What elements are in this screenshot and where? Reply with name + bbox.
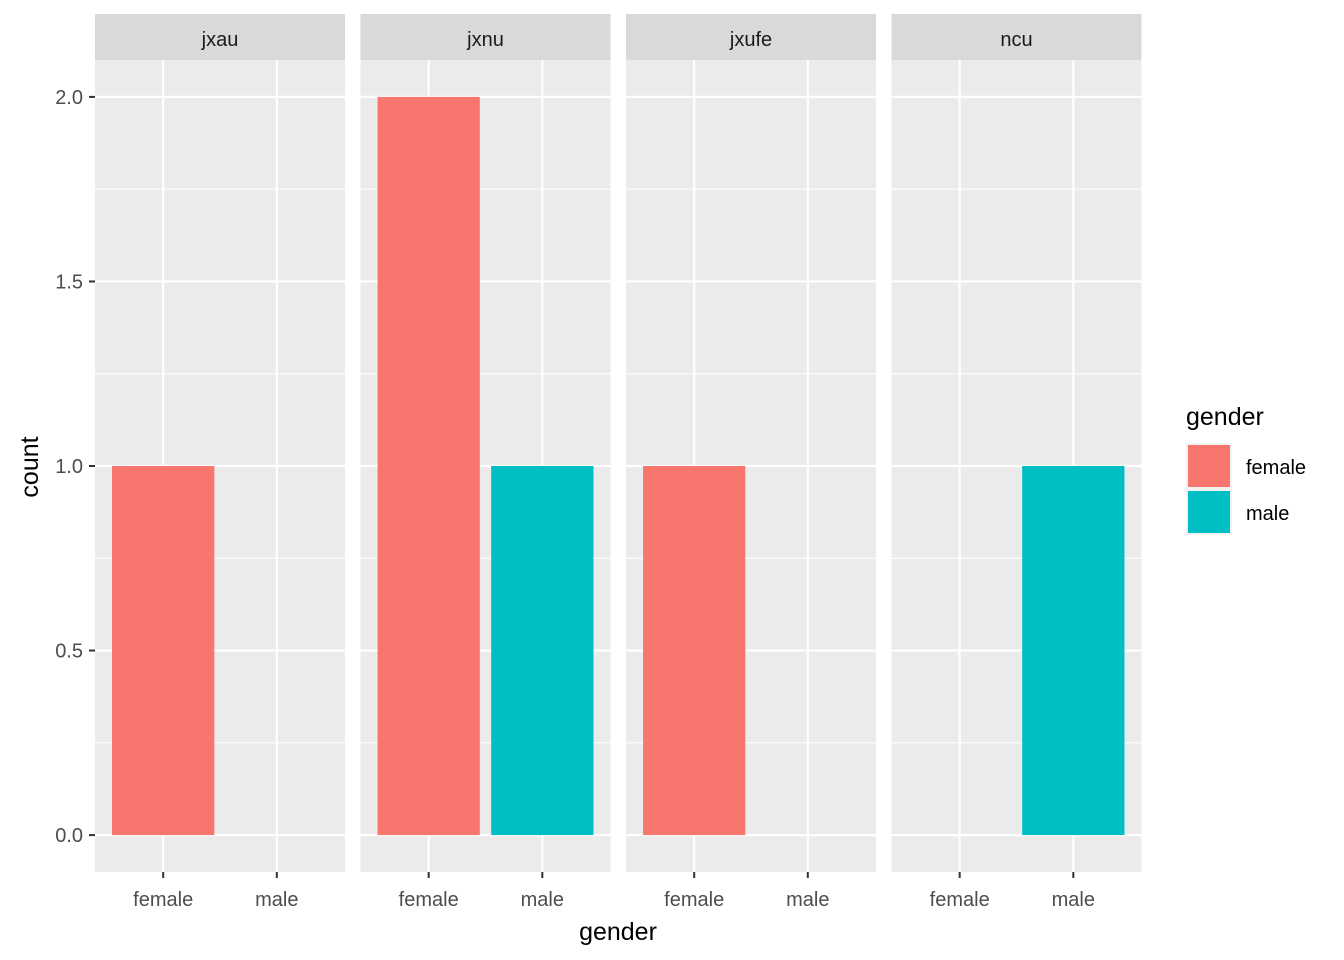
- bar-ncu-male: [1022, 466, 1125, 836]
- x-tick-label: male: [255, 889, 298, 911]
- x-tick-label: female: [930, 889, 990, 911]
- legend-key-male: [1188, 491, 1230, 533]
- x-axis-title: gender: [579, 918, 657, 946]
- legend-label-male: male: [1246, 503, 1289, 525]
- x-axis: female male female male female male female male: [133, 872, 1095, 911]
- y-axis: 0.0 0.5 1.0 1.5 2.0: [55, 87, 95, 847]
- y-tick-label: 0.0: [55, 825, 83, 847]
- x-tick-label: male: [521, 889, 564, 911]
- facet-jxnu: jxnu: [360, 14, 611, 872]
- x-tick-label: female: [399, 889, 459, 911]
- x-tick-label: male: [1052, 889, 1095, 911]
- y-tick-label: 1.0: [55, 456, 83, 478]
- bar-jxau-female: [112, 466, 215, 836]
- x-tick-label: female: [664, 889, 724, 911]
- legend-title: gender: [1186, 403, 1264, 431]
- facet-jxau: jxau: [95, 14, 345, 872]
- legend-label-female: female: [1246, 457, 1306, 479]
- y-axis-title: count: [16, 436, 44, 497]
- facet-strip-jxnu: [360, 14, 611, 60]
- legend-key-female: [1188, 445, 1230, 487]
- x-tick-label: male: [786, 889, 829, 911]
- facet-strip-jxufe: [626, 14, 876, 60]
- bar-jxnu-male: [491, 466, 594, 836]
- facet-strip-label-jxufe: jxufe: [729, 29, 772, 51]
- facet-jxufe: jxufe: [626, 14, 876, 872]
- facet-panels: jxau jxnu jxufe ncu: [95, 14, 1142, 872]
- facet-strip-label-ncu: ncu: [1000, 29, 1032, 51]
- facet-strip-jxau: [95, 14, 345, 60]
- bar-jxufe-female: [643, 466, 746, 836]
- facet-ncu: ncu: [891, 14, 1142, 872]
- facet-strip-label-jxau: jxau: [201, 29, 239, 51]
- facet-strip-label-jxnu: jxnu: [466, 29, 504, 51]
- y-tick-label: 1.5: [55, 271, 83, 293]
- y-tick-label: 2.0: [55, 87, 83, 109]
- x-tick-label: female: [133, 889, 193, 911]
- facet-strip-ncu: [891, 14, 1142, 60]
- y-tick-label: 0.5: [55, 641, 83, 663]
- legend: gender female male: [1186, 403, 1306, 535]
- bar-jxnu-female: [377, 96, 480, 836]
